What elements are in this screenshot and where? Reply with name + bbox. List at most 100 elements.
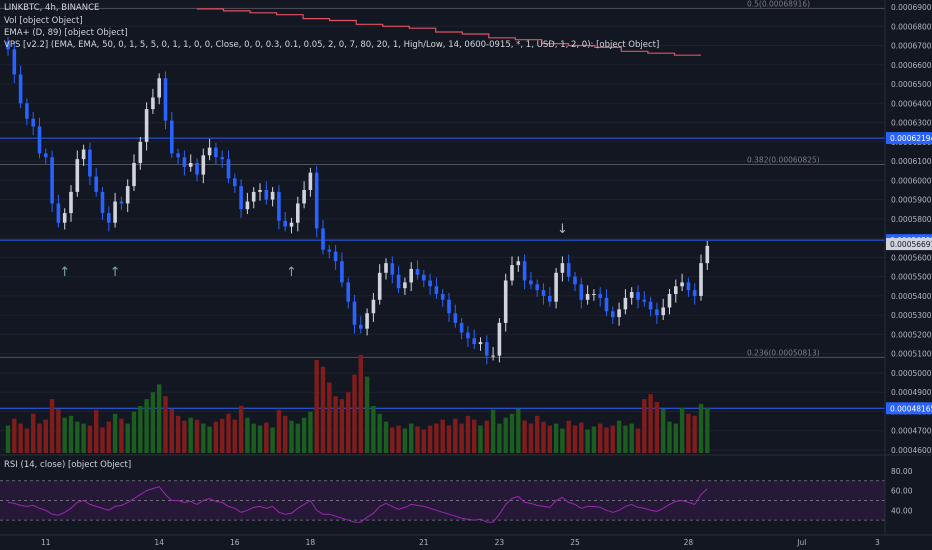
time-axis-label: 23 (495, 538, 505, 547)
candle-body (642, 299, 647, 302)
volume-bar (283, 415, 288, 453)
volume-bar (547, 425, 552, 453)
volume-bar (175, 415, 181, 453)
volume-bar (497, 423, 502, 453)
candle-body (428, 280, 432, 287)
price-axis-label: 0.00067000 (891, 42, 932, 51)
candle-body (75, 159, 80, 192)
candle-body (321, 228, 325, 250)
rsi-axis-label: 80.00 (891, 467, 913, 476)
volume-bar (346, 392, 351, 453)
volume-bar (661, 408, 666, 453)
time-axis-label: 25 (570, 538, 580, 547)
candle-body (686, 282, 691, 291)
candle-body (510, 265, 514, 281)
candle-body (50, 157, 54, 204)
candle-body (88, 149, 92, 177)
volume-legend: Vol [object Object] (4, 16, 83, 26)
volume-bar (553, 423, 559, 453)
candle-body (629, 292, 634, 298)
candle-body (359, 324, 363, 329)
rsi-legend: RSI (14, close) [object Object] (4, 460, 132, 470)
candle-body (107, 213, 111, 223)
rsi-axis-label: 60.00 (891, 487, 913, 496)
volume-bar (320, 366, 326, 453)
volume-bar (87, 425, 93, 453)
candle-body (138, 141, 143, 164)
candle-body (119, 201, 124, 204)
price-axis: 0.00069000 0.00068000 0.00067000 0.00066000… (884, 0, 932, 535)
candle-body (125, 186, 130, 204)
candle-body (497, 322, 502, 356)
volume-bar (112, 413, 118, 453)
volume-bar (333, 396, 338, 453)
candle-body (314, 172, 319, 229)
candle-body (176, 153, 180, 158)
volume-bar (446, 425, 452, 453)
volume-bar (68, 415, 74, 453)
candle-body (100, 191, 105, 214)
candle-body (333, 251, 338, 262)
ema-legend: EMA+ (D, 89) [object Object] (4, 28, 128, 38)
candle-body (233, 178, 237, 187)
volume-bar (692, 415, 697, 453)
candle-body (258, 189, 262, 192)
volume-bar (516, 408, 521, 453)
volume-bar (314, 359, 319, 453)
volume-bar (49, 399, 55, 453)
price-line-tag: 0.00062194 (890, 134, 932, 143)
volume-bar (667, 421, 672, 453)
volume-bar (207, 426, 212, 453)
rsi-line (7, 486, 708, 523)
volume-bar (623, 425, 628, 453)
volume-bars (5, 355, 710, 453)
price-axis-label: 0.00066000 (891, 61, 932, 70)
buy-arrow-icon: ↑ (286, 265, 297, 280)
volume-bar (648, 394, 653, 453)
candle-body (239, 186, 243, 210)
volume-bar (276, 409, 282, 453)
candle-body (585, 293, 590, 300)
volume-bar (270, 427, 275, 453)
price-axis-label: 0.00053000 (891, 311, 932, 320)
volume-bar (31, 413, 36, 453)
candle-body (188, 163, 193, 167)
volume-bar (560, 428, 565, 453)
volume-bar (465, 415, 471, 453)
rsi-band-fill (0, 480, 885, 521)
volume-bar (396, 425, 401, 453)
volume-bar (226, 413, 231, 453)
volume-bar (528, 423, 534, 453)
volume-bar (238, 405, 244, 453)
candle-body (371, 299, 376, 314)
candle-body (598, 293, 602, 298)
candle-body (516, 261, 521, 266)
ema-line-group (197, 8, 701, 56)
volume-bar (585, 429, 590, 453)
volume-bar (182, 420, 187, 453)
volume-bar (415, 426, 420, 453)
candle-body (195, 163, 199, 175)
candle-body (384, 263, 388, 273)
volume-bar (478, 425, 483, 453)
candle-body (667, 293, 672, 308)
volume-bar (289, 420, 294, 453)
volume-bar (100, 427, 105, 453)
volume-bar (673, 423, 678, 453)
fib-level-label: 0.382(0.00060825) (747, 155, 820, 164)
price-axis-label: 0.00064000 (891, 99, 932, 108)
volume-bar (163, 396, 168, 453)
volume-bar (327, 382, 332, 453)
candle-body (56, 203, 61, 223)
candle-body (478, 342, 483, 345)
candle-body (18, 74, 23, 104)
volume-bar (377, 413, 382, 453)
candle-body (62, 213, 67, 223)
candle-body (340, 261, 344, 283)
volume-bar (106, 421, 111, 453)
volume-bar (566, 420, 571, 453)
candle-body (529, 280, 533, 285)
candle-body (12, 49, 17, 75)
candle-body (422, 274, 426, 281)
